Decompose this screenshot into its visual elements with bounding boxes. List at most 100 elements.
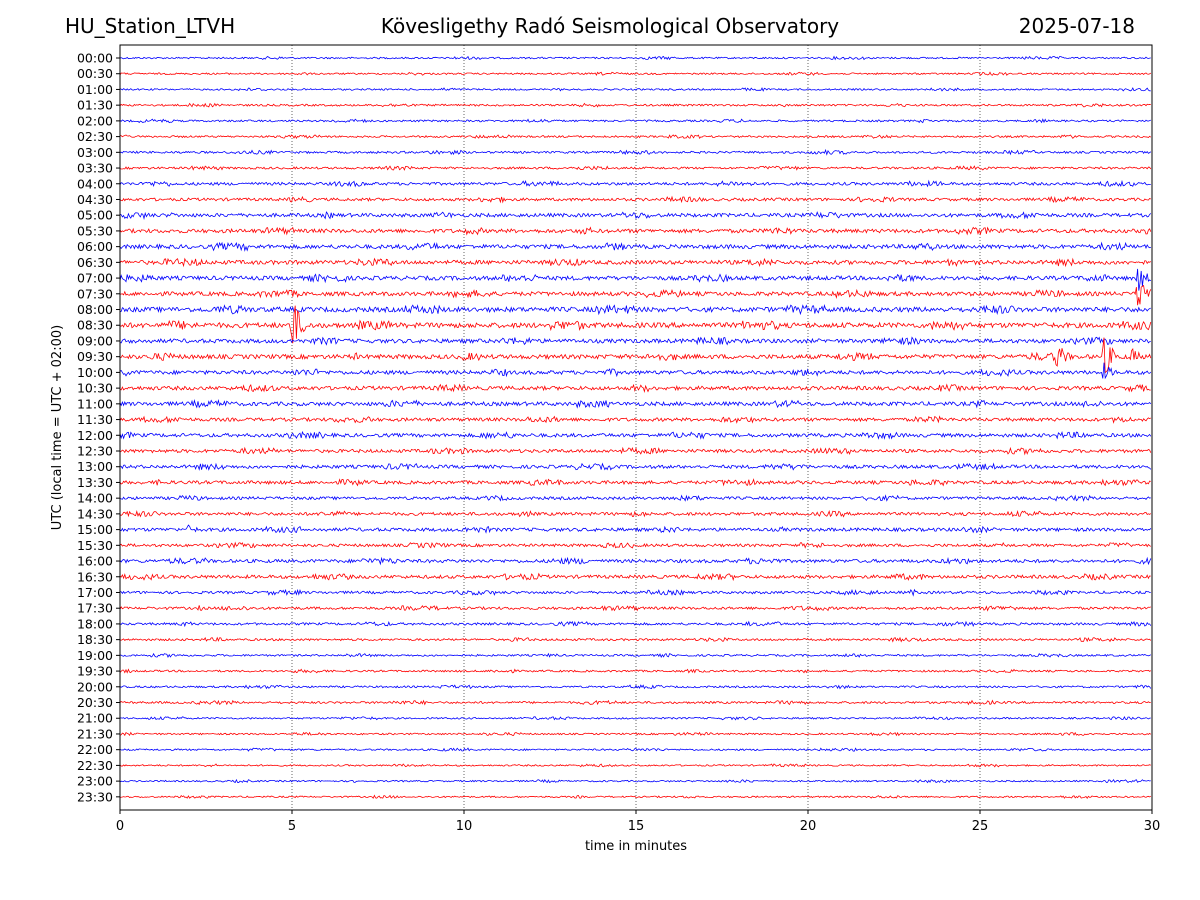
trace-line [119,430,1152,440]
y-tick-label: 20:00 [77,679,113,694]
trace-line [119,510,1152,518]
x-tick-label: 20 [800,819,817,834]
trace-line [119,304,1151,316]
trace-line [119,446,1152,456]
y-tick-label: 23:00 [77,774,113,789]
trace-line [119,478,1151,487]
trace-line [119,165,1152,171]
x-tick-label: 30 [1144,819,1161,834]
y-tick-label: 00:30 [77,66,113,81]
trace-line [119,462,1152,471]
trace-line [119,383,1151,393]
trace-line [119,716,1151,721]
trace-line [119,699,1151,706]
y-tick-label: 02:00 [77,113,113,128]
trace-line [119,134,1152,140]
y-tick-label: 15:30 [77,538,113,553]
trace-line [119,195,1151,204]
trace-line [119,118,1151,124]
y-tick-label: 16:30 [77,569,113,584]
trace-line [119,541,1151,549]
y-tick-label: 06:00 [77,239,113,254]
y-tick-label: 08:30 [77,318,113,333]
y-tick-label: 01:30 [77,98,113,113]
y-tick-label: 19:00 [77,648,113,663]
trace-line [119,337,1152,374]
chart-title: Kövesligethy Radó Seismological Observat… [380,14,840,38]
trace-line [119,572,1151,582]
trace-line [119,257,1152,268]
plot-grid [291,45,981,810]
x-tick-label: 25 [972,819,989,834]
x-tick-label: 15 [628,819,645,834]
y-tick-label: 07:00 [77,271,113,286]
trace-line [119,362,1152,380]
y-tick-label: 20:30 [77,695,113,710]
y-tick-label: 11:00 [77,396,113,411]
y-tick-label: 13:00 [77,459,113,474]
y-tick-label: 10:30 [77,381,113,396]
trace-line [119,652,1152,658]
trace-line [119,87,1151,92]
y-tick-label: 03:30 [77,161,113,176]
y-tick-label: 18:30 [77,632,113,647]
x-tick-label: 0 [116,819,124,834]
y-tick-label: 10:00 [77,365,113,380]
y-tick-label: 12:30 [77,444,113,459]
y-tick-label: 04:30 [77,192,113,207]
trace-line [119,148,1152,156]
x-axis: 0 5 10 15 20 25 30 [116,810,1160,834]
x-tick-label: 10 [456,819,473,834]
trace-line [119,415,1151,424]
trace-line [119,226,1152,236]
y-tick-label: 11:30 [77,412,113,427]
trace-line [119,211,1152,220]
trace-line [119,268,1152,291]
y-tick-label: 09:00 [77,333,113,348]
y-tick-label: 09:30 [77,349,113,364]
y-tick-label: 21:30 [77,726,113,741]
trace-line [119,763,1151,768]
trace-line [119,241,1151,252]
trace-line [119,55,1151,61]
trace-line [119,731,1152,737]
y-tick-label: 21:00 [77,711,113,726]
trace-line [119,778,1151,784]
trace-group [119,55,1152,799]
trace-line [119,336,1151,346]
trace-line [119,494,1151,502]
x-tick-label: 5 [288,819,296,834]
trace-line [119,398,1152,409]
trace-line [119,684,1152,690]
y-tick-label: 08:00 [77,302,113,317]
trace-line [119,71,1152,76]
y-axis-label: UTC (local time = UTC + 02:00) [50,325,65,530]
y-tick-label: 00:00 [77,51,113,66]
y-tick-label: 15:00 [77,522,113,537]
trace-line [119,179,1151,188]
y-tick-label: 14:00 [77,491,113,506]
y-tick-label: 06:30 [77,255,113,270]
trace-line [119,794,1152,799]
trace-line [119,305,1152,344]
trace-line [119,668,1152,674]
chart-date: 2025-07-18 [1018,14,1135,38]
y-tick-label: 01:00 [77,82,113,97]
y-tick-label: 02:30 [77,129,113,144]
station-name: HU_Station_LTVH [65,14,236,38]
y-tick-label: 14:30 [77,506,113,521]
y-tick-label: 12:00 [77,428,113,443]
y-tick-label: 19:30 [77,664,113,679]
y-tick-label: 13:30 [77,475,113,490]
y-tick-label: 17:30 [77,601,113,616]
trace-line [119,747,1151,752]
y-tick-label: 04:00 [77,176,113,191]
y-tick-label: 17:00 [77,585,113,600]
y-tick-label: 07:30 [77,286,113,301]
y-tick-label: 05:00 [77,208,113,223]
trace-line [119,284,1152,306]
y-axis: 00:0000:3001:0001:3002:0002:3003:0003:30… [77,51,120,804]
y-tick-label: 23:30 [77,789,113,804]
y-tick-label: 22:30 [77,758,113,773]
